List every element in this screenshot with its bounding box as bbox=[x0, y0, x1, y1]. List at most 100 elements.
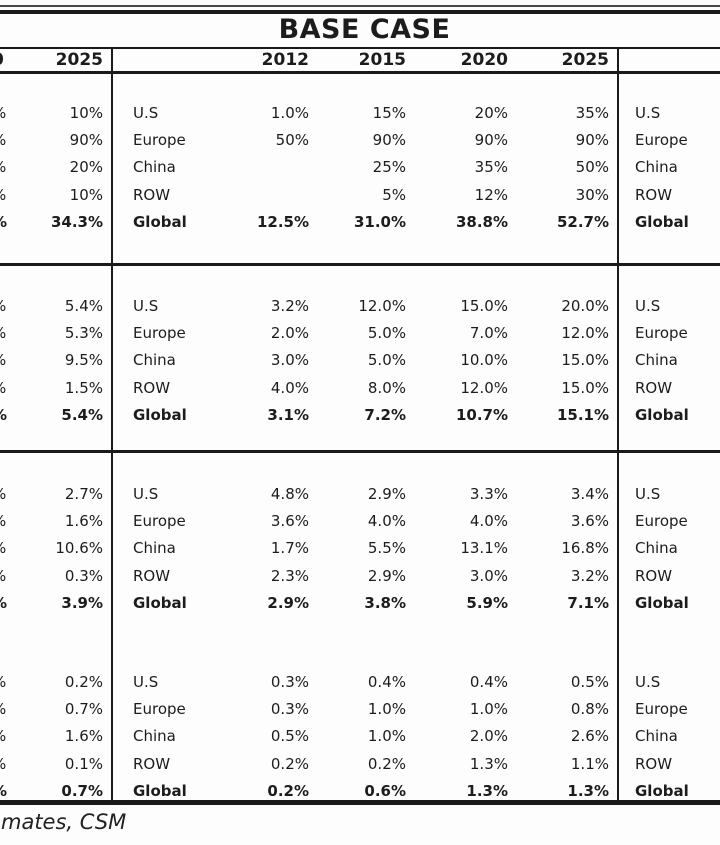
table-row: % 20% China 25% 35% 50% China bbox=[0, 154, 720, 181]
table-row: % 1.6% Europe 3.6% 4.0% 4.0% 3.6% Europe bbox=[0, 507, 720, 534]
value-2012: 3.6% bbox=[270, 512, 309, 531]
base-case-title: BASE CASE bbox=[278, 14, 451, 45]
left-value: 0.2% bbox=[64, 672, 103, 691]
right-region-label: ROW bbox=[635, 566, 673, 585]
value-2020: 12% bbox=[474, 185, 508, 204]
value-2025: 12.0% bbox=[561, 324, 609, 343]
left-value: 5.4% bbox=[61, 406, 103, 425]
year-header-2020: 2020 bbox=[460, 50, 508, 70]
table-row-global: % 34.3% Global 12.5% 31.0% 38.8% 52.7% Global bbox=[0, 209, 720, 236]
value-2020: 3.3% bbox=[469, 484, 508, 503]
clipped-percent-fragment: % bbox=[0, 512, 6, 530]
table-row: % 9.5% China 3.0% 5.0% 10.0% 15.0% China bbox=[0, 347, 720, 374]
year-header-2012: 2012 bbox=[261, 50, 309, 70]
left-value: 90% bbox=[69, 131, 103, 150]
value-2012: 0.2% bbox=[267, 782, 309, 801]
right-region-label: Europe bbox=[635, 700, 688, 719]
section-separator-2 bbox=[0, 450, 720, 453]
table-row: % 10% U.S 1.0% 15% 20% 35% U.S bbox=[0, 99, 720, 126]
right-region-label: U.S bbox=[635, 672, 661, 691]
table-row-global: % 5.4% Global 3.1% 7.2% 10.7% 15.1% Global bbox=[0, 402, 720, 429]
table-row-global: % 3.9% Global 2.9% 3.8% 5.9% 7.1% Global bbox=[0, 590, 720, 617]
value-2015: 90% bbox=[372, 131, 406, 150]
value-2020: 1.3% bbox=[469, 754, 508, 773]
value-2020: 35% bbox=[474, 158, 508, 177]
metric-block-2: % 5.4% U.S 3.2% 12.0% 15.0% 20.0% U.S % 5.3% E… bbox=[0, 292, 720, 429]
right-region-label: Europe bbox=[635, 324, 688, 343]
right-region-label: Europe bbox=[635, 131, 688, 150]
value-2025: 3.4% bbox=[570, 484, 609, 503]
right-region-label: Europe bbox=[635, 512, 688, 531]
right-region-label: Global bbox=[635, 782, 689, 801]
right-region-label: Global bbox=[635, 406, 689, 425]
table-row: % 0.7% Europe 0.3% 1.0% 1.0% 0.8% Europe bbox=[0, 695, 720, 722]
value-2015: 31.0% bbox=[353, 213, 406, 232]
value-2012: 3.2% bbox=[270, 296, 309, 315]
left-value: 0.1% bbox=[64, 754, 103, 773]
right-region-label: ROW bbox=[635, 754, 673, 773]
value-2025: 15.0% bbox=[561, 378, 609, 397]
value-2012: 3.0% bbox=[270, 351, 309, 370]
left-value: 9.5% bbox=[64, 351, 103, 370]
clipped-percent-fragment: % bbox=[0, 594, 7, 612]
year-header-2015: 2015 bbox=[358, 50, 406, 70]
region-label: U.S bbox=[133, 103, 159, 122]
value-2020: 1.0% bbox=[469, 700, 508, 719]
value-2025: 15.1% bbox=[556, 406, 609, 425]
value-2015: 25% bbox=[372, 158, 406, 177]
value-2025: 1.3% bbox=[567, 782, 609, 801]
value-2025: 0.8% bbox=[570, 700, 609, 719]
value-2015: 0.4% bbox=[367, 672, 406, 691]
region-label: Global bbox=[133, 782, 187, 801]
region-label: Europe bbox=[133, 131, 186, 150]
value-2015: 1.0% bbox=[367, 700, 406, 719]
metric-block-4: % 0.2% U.S 0.3% 0.4% 0.4% 0.5% U.S % 0.7% Euro… bbox=[0, 668, 720, 805]
year-header-2025: 2025 bbox=[561, 50, 609, 70]
clipped-percent-fragment: % bbox=[0, 131, 6, 149]
value-2025: 1.1% bbox=[570, 754, 609, 773]
value-2012: 0.3% bbox=[270, 700, 309, 719]
left-value: 5.4% bbox=[64, 296, 103, 315]
value-2025: 3.2% bbox=[570, 566, 609, 585]
left-value: 10.6% bbox=[55, 539, 103, 558]
value-2012: 0.2% bbox=[270, 754, 309, 773]
value-2012: 4.0% bbox=[270, 378, 309, 397]
table-bottom-border bbox=[0, 800, 720, 805]
value-2025: 50% bbox=[575, 158, 609, 177]
clipped-percent-fragment: % bbox=[0, 700, 6, 718]
region-label: ROW bbox=[133, 754, 171, 773]
value-2015: 0.6% bbox=[364, 782, 406, 801]
table-row: % 10.6% China 1.7% 5.5% 13.1% 16.8% China bbox=[0, 535, 720, 562]
value-2020: 7.0% bbox=[469, 324, 508, 343]
value-2020: 12.0% bbox=[460, 378, 508, 397]
clipped-percent-fragment: % bbox=[0, 297, 6, 315]
region-label: ROW bbox=[133, 566, 171, 585]
value-2015: 5.5% bbox=[367, 539, 406, 558]
right-region-label: ROW bbox=[635, 378, 673, 397]
clipped-percent-fragment: % bbox=[0, 213, 7, 231]
table-row: % 0.2% U.S 0.3% 0.4% 0.4% 0.5% U.S bbox=[0, 668, 720, 695]
clipped-percent-fragment: % bbox=[0, 158, 6, 176]
value-2025: 90% bbox=[575, 131, 609, 150]
left-value: 1.6% bbox=[64, 727, 103, 746]
right-region-label: U.S bbox=[635, 103, 661, 122]
value-2015: 2.9% bbox=[367, 484, 406, 503]
value-2015: 12.0% bbox=[358, 296, 406, 315]
region-label: Global bbox=[133, 406, 187, 425]
region-label: Global bbox=[133, 594, 187, 613]
region-label: China bbox=[133, 539, 176, 558]
value-2015: 0.2% bbox=[367, 754, 406, 773]
region-label: Global bbox=[133, 213, 187, 232]
left-value: 1.6% bbox=[64, 512, 103, 531]
value-2012: 1.7% bbox=[270, 539, 309, 558]
table-vertical-divider-left bbox=[111, 47, 113, 800]
year-header-left-2025: 2025 bbox=[55, 50, 103, 70]
value-2012: 1.0% bbox=[270, 103, 309, 122]
left-value: 34.3% bbox=[50, 213, 103, 232]
value-2015: 8.0% bbox=[367, 378, 406, 397]
value-2012: 2.0% bbox=[270, 324, 309, 343]
value-2020: 20% bbox=[474, 103, 508, 122]
left-value: 10% bbox=[69, 103, 103, 122]
value-2020: 3.0% bbox=[469, 566, 508, 585]
